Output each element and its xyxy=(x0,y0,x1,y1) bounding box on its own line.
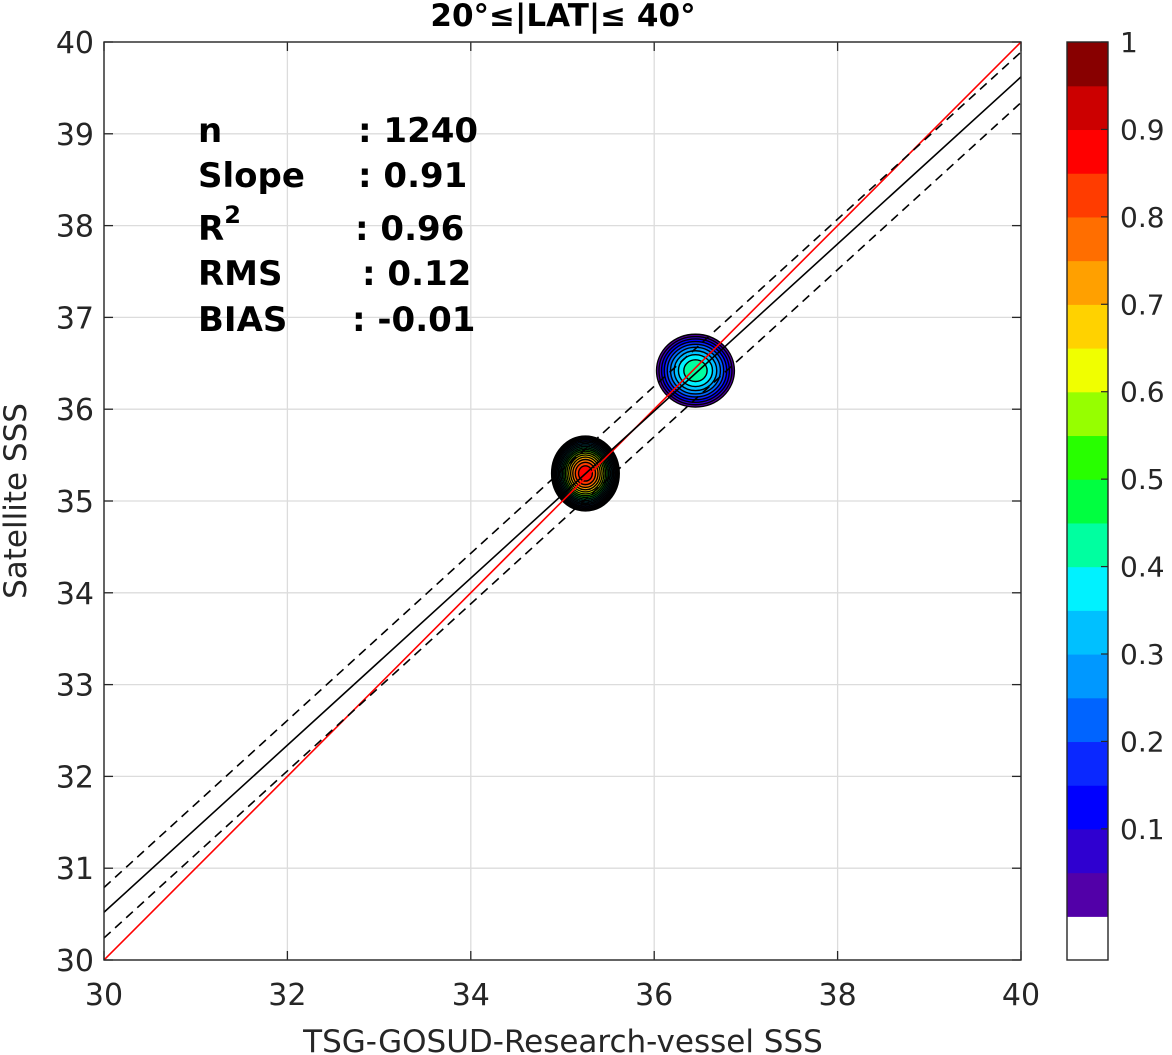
colorbar: 0.1 0.2 0.3 0.4 0.5 0.6 0.7 0.8 0.9 1 xyxy=(1066,26,1165,961)
colorbar-band xyxy=(1067,741,1108,786)
x-tick-label: 30 xyxy=(85,978,123,1013)
y-tick-label: 40 xyxy=(56,26,94,61)
colorbar-band xyxy=(1067,522,1108,568)
y-axis-label: Satellite SSS xyxy=(0,403,34,599)
colorbar-band xyxy=(1067,785,1108,830)
regression-lower-line xyxy=(104,101,1021,939)
y-tick-label: 37 xyxy=(56,301,94,336)
y-tick-label: 35 xyxy=(56,485,94,520)
colorbar-band xyxy=(1067,566,1108,611)
stat-name: BIAS xyxy=(198,300,287,340)
stat-row: n : 1240 xyxy=(198,111,478,151)
x-tick-label: 34 xyxy=(452,978,490,1013)
chart-title: 20°≤|LAT|≤ 40° xyxy=(430,0,695,34)
stat-value: : 1240 xyxy=(358,111,478,151)
colorbar-band xyxy=(1067,42,1108,87)
y-tick-label: 31 xyxy=(56,852,94,887)
colorbar-tick-label: 0.6 xyxy=(1120,376,1165,409)
stat-name: n xyxy=(198,111,222,151)
colorbar-band xyxy=(1067,391,1108,437)
x-tick-label: 36 xyxy=(635,978,673,1013)
stat-value: : 0.12 xyxy=(362,254,471,294)
x-tick-label: 38 xyxy=(819,978,857,1013)
colorbar-band xyxy=(1067,85,1108,131)
stat-superscript: 2 xyxy=(224,201,241,229)
colorbar-band xyxy=(1067,435,1108,480)
y-tick-label: 30 xyxy=(56,944,94,979)
y-tick-label: 36 xyxy=(56,393,94,428)
stat-name: RMS xyxy=(198,254,283,294)
y-tick-label: 33 xyxy=(56,669,94,704)
colorbar-band xyxy=(1067,348,1108,393)
colorbar-band xyxy=(1067,654,1108,699)
colorbar-tick-label: 0.3 xyxy=(1120,638,1165,671)
colorbar-band xyxy=(1067,610,1108,655)
colorbar-band xyxy=(1067,697,1108,743)
x-tick-label: 32 xyxy=(268,978,306,1013)
stat-row: BIAS : -0.01 xyxy=(198,300,475,340)
stat-name: Slope xyxy=(198,156,305,196)
colorbar-tick-label: 1 xyxy=(1120,26,1138,59)
stat-value: : -0.01 xyxy=(352,300,475,340)
x-tick-label: 40 xyxy=(1002,978,1040,1013)
plot-frame xyxy=(103,41,1022,961)
density-cluster xyxy=(655,333,736,408)
regression-line xyxy=(104,76,1021,913)
colorbar-band xyxy=(1067,916,1108,961)
y-tick-label: 34 xyxy=(56,577,94,612)
stat-row: Slope : 0.91 xyxy=(198,156,467,196)
colorbar-band xyxy=(1067,479,1108,524)
colorbar-band xyxy=(1067,129,1108,174)
stat-row: RMS : 0.12 xyxy=(198,254,471,294)
y-tick-label: 32 xyxy=(56,760,94,795)
colorbar-tick-label: 0.4 xyxy=(1120,551,1165,584)
colorbar-band xyxy=(1067,216,1108,262)
plot-area: 30 32 34 36 38 40 30 31 32 33 34 35 36 37 38 39 40 xyxy=(56,26,1040,1013)
stat-value: : 0.96 xyxy=(355,209,464,249)
colorbar-band xyxy=(1067,173,1108,218)
colorbar-tick-label: 0.5 xyxy=(1120,463,1165,496)
colorbar-tick-label: 0.1 xyxy=(1120,813,1165,846)
x-axis-label: TSG-GOSUD-Research-vessel SSS xyxy=(302,1024,823,1055)
y-tick-label: 38 xyxy=(56,210,94,245)
colorbar-band xyxy=(1067,260,1108,305)
colorbar-tick-label: 0.7 xyxy=(1120,288,1165,321)
one-to-one-line xyxy=(104,42,1021,960)
y-tick-label: 39 xyxy=(56,118,94,153)
colorbar-tick-label: 0.9 xyxy=(1120,113,1165,146)
colorbar-band xyxy=(1067,304,1108,349)
colorbar-band xyxy=(1067,872,1108,917)
stat-value: : 0.91 xyxy=(358,156,467,196)
regression-upper-line xyxy=(104,51,1021,889)
colorbar-frame xyxy=(1066,41,1109,961)
colorbar-tick-label: 0.8 xyxy=(1120,201,1165,234)
colorbar-tick-label: 0.2 xyxy=(1120,725,1165,758)
contour-level xyxy=(683,359,708,383)
grid: 30 32 34 36 38 40 30 31 32 33 34 35 36 37 38 39 40 xyxy=(56,26,1040,1013)
colorbar-band xyxy=(1067,828,1108,874)
